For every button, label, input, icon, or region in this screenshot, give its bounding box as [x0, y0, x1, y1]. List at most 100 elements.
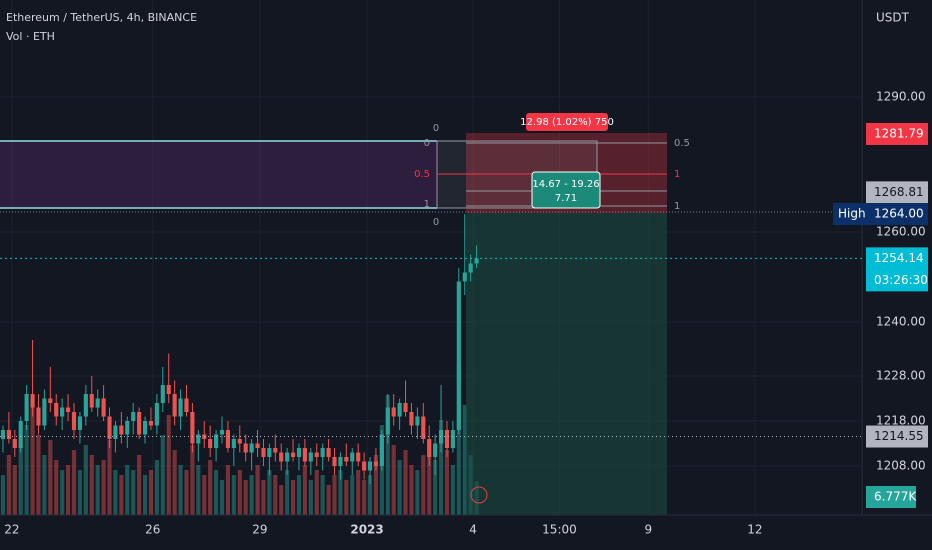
- candle-body: [456, 281, 461, 430]
- volume-bar: [0, 475, 6, 515]
- volume-bar: [83, 445, 88, 515]
- volume-bar: [403, 450, 408, 515]
- candle-body: [0, 429, 6, 439]
- fib-label: 0.5: [674, 138, 690, 149]
- candle-body: [397, 403, 402, 417]
- candle-body: [89, 394, 94, 408]
- price-tag: [866, 425, 928, 448]
- volume-bar: [196, 465, 201, 515]
- range-badge: [531, 171, 601, 209]
- zone-rect: [0, 141, 437, 208]
- volume-bar: [350, 475, 355, 515]
- volume-bar: [273, 475, 278, 515]
- candle-body: [267, 447, 272, 457]
- volume-bar: [243, 480, 248, 515]
- candle-body: [403, 403, 408, 412]
- candle-body: [48, 398, 53, 404]
- volume-bar: [131, 470, 136, 515]
- candle-body: [71, 412, 77, 430]
- fib-label: 0: [424, 138, 430, 149]
- candle-body: [36, 407, 41, 426]
- high-label: High: [838, 207, 866, 221]
- candle-body: [462, 272, 467, 282]
- volume-bar: [237, 470, 242, 515]
- candle-body: [160, 385, 165, 404]
- candle-body: [148, 420, 154, 426]
- volume-bar: [279, 485, 284, 515]
- volume-bar: [214, 470, 219, 515]
- volume-bar: [385, 395, 390, 515]
- candle-body: [125, 420, 130, 435]
- candle-body: [474, 258, 479, 264]
- volume-bar: [208, 460, 213, 515]
- fib-label: 1: [674, 201, 680, 212]
- volume-bar: [160, 435, 165, 515]
- price-tag: [866, 203, 928, 226]
- candle-body: [261, 447, 266, 457]
- volume-bar: [456, 365, 461, 515]
- x-tick-label: 4: [469, 523, 477, 537]
- volume-bar: [142, 475, 148, 515]
- candle-body: [362, 461, 367, 471]
- candle-body: [444, 429, 450, 448]
- volume-bar: [190, 445, 195, 515]
- volume-bar: [302, 465, 307, 515]
- candle-body: [184, 398, 189, 412]
- volume-bar: [71, 450, 77, 515]
- volume-bar: [373, 455, 379, 515]
- volume-bar: [308, 480, 313, 515]
- candle-body: [24, 394, 29, 421]
- candle-body: [107, 416, 112, 439]
- high-badge: [833, 203, 866, 226]
- volume-bar: [450, 465, 455, 515]
- volume-bar: [54, 460, 59, 515]
- candle-body: [154, 403, 159, 426]
- volume-tag-label: 6.777K: [874, 490, 917, 504]
- volume-bar: [36, 435, 41, 515]
- countdown: 03:26:30: [874, 273, 928, 287]
- volume-bar: [184, 470, 189, 515]
- volume-bar: [427, 440, 432, 515]
- volume-bar: [338, 470, 343, 515]
- chart-title: Ethereum / TetherUS, 4h, BINANCE: [6, 11, 197, 24]
- candle-body: [77, 416, 82, 430]
- candle-body: [95, 398, 100, 408]
- target-zone: [466, 213, 667, 515]
- candle-body: [433, 443, 438, 457]
- candle-body: [66, 407, 71, 412]
- candle-body: [438, 429, 444, 444]
- price-tag-label: 1281.79: [874, 126, 924, 140]
- volume-bar: [119, 475, 124, 515]
- volume-bar: [267, 470, 272, 515]
- candle-body: [137, 412, 142, 435]
- volume-bar: [444, 450, 450, 515]
- candle-body: [255, 443, 260, 448]
- price-tag-label: 1214.55: [874, 429, 924, 443]
- axis-labels: 1290.00 1260.00 1240.00 1228.00 1218.00 1208.…: [4, 90, 925, 537]
- position-badge: [526, 113, 608, 131]
- volume-bar: [89, 455, 94, 515]
- y-tick-label: 1218.00: [876, 413, 926, 427]
- candle-body: [12, 438, 17, 448]
- x-tick-label: 9: [644, 523, 652, 537]
- event-icon[interactable]: [470, 486, 488, 504]
- y-tick-label: 1260.00: [876, 225, 926, 239]
- x-tick-label: 15:00: [542, 523, 577, 537]
- volume-bar: [202, 475, 207, 515]
- candle-body: [326, 447, 331, 457]
- volume-bar: [60, 470, 65, 515]
- volume-bar: [320, 475, 325, 515]
- volume-bar: [18, 445, 23, 515]
- volume-bar: [344, 480, 349, 515]
- position-label: 12.98 (1.02%) 750: [520, 117, 614, 128]
- y-tick-label: 1240.00: [876, 315, 926, 329]
- candle-body: [101, 398, 106, 417]
- chart-subtitle: Vol · ETH: [6, 30, 55, 43]
- candle-body: [290, 452, 296, 457]
- candle-body: [178, 398, 183, 417]
- candle-body: [18, 420, 23, 448]
- candle-body: [60, 407, 65, 417]
- candle-body: [131, 412, 136, 421]
- volume-bar: [397, 460, 402, 515]
- volume-bar: [249, 475, 254, 515]
